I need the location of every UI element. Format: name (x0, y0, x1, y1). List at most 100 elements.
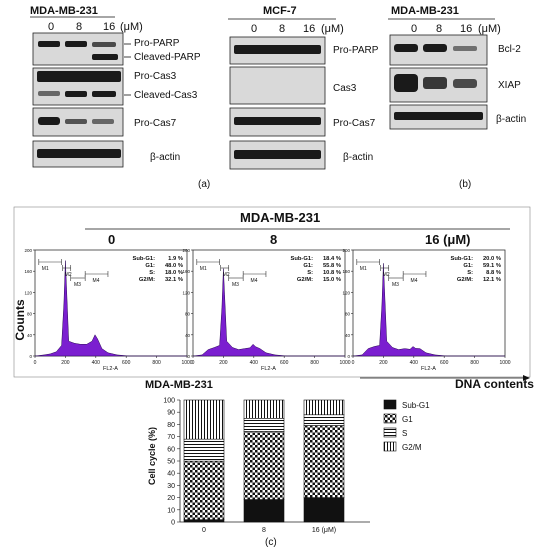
bar-segment-g1 (303, 425, 345, 498)
flow-y-tick: 40 (345, 333, 351, 338)
caption-a: (a) (198, 179, 210, 190)
label-pro-parp: Pro-PARP (134, 38, 180, 49)
flow-gate-label: M1 (360, 266, 367, 272)
flow-stat-value: 18.4 % (323, 256, 341, 262)
panel-a-unit: (μM) (120, 21, 143, 33)
flow-x-tick: 1000 (499, 360, 510, 366)
flow-stat-value: 20.0 % (483, 256, 501, 262)
flow-plot-frame (192, 249, 346, 357)
flow-x-label: DNA contents (455, 377, 534, 391)
flow-histogram-fill (34, 260, 187, 357)
flow-gate-label: M4 (251, 278, 258, 284)
flow-y-tick: 80 (345, 312, 351, 317)
bar-segment-g1 (183, 460, 225, 520)
flow-y-tick: 0 (29, 354, 32, 359)
panel-a: MDA-MB-231 0 8 16 (μM) Pro-PARP Cleaved-… (30, 5, 210, 190)
blot-mcf7-cas3 (229, 66, 326, 105)
bar-y-tick: 0 (171, 520, 175, 527)
panel-b-dose-8: 8 (436, 23, 442, 35)
panel-mcf7-title: MCF-7 (263, 5, 297, 17)
flow-fl-label: FL2-A (421, 366, 436, 372)
flow-gate-label: M3 (232, 282, 239, 288)
label-bcl2: Bcl-2 (498, 44, 521, 55)
bar-segment-g2-m (183, 399, 225, 440)
flow-stat-value: 18.0 % (165, 270, 183, 276)
flow-x-tick: 1000 (339, 360, 350, 366)
flow-y-tick: 120 (342, 290, 350, 295)
flow-stat-value: 12.1 % (483, 277, 501, 283)
flow-y-tick: 200 (24, 248, 32, 253)
flow-y-tick: 40 (185, 333, 191, 338)
panel-mcf7-dose-0: 0 (251, 23, 257, 35)
flow-stat-value: 32.1 % (165, 277, 183, 283)
flow-stat-label: Sub-G1: (290, 256, 313, 262)
flow-stat-label: G1: (463, 263, 473, 269)
bar-segment-s (183, 438, 225, 462)
bar-segment-sub-g1 (243, 499, 285, 523)
flow-y-tick: 0 (187, 354, 190, 359)
flow-gate-label: M3 (392, 282, 399, 288)
flow-gate-label: M2 (223, 272, 230, 278)
flow-x-tick: 200 (379, 360, 388, 366)
flow-x-tick: 0 (352, 360, 355, 366)
flow-plot-frame (352, 249, 506, 357)
flow-y-tick: 200 (182, 248, 190, 253)
flow-x-tick: 600 (122, 360, 131, 366)
flow-stat-label: G1: (303, 263, 313, 269)
flow-y-tick: 120 (182, 290, 190, 295)
flow-stat-value: 1.9 % (168, 256, 183, 262)
flow-gate-label: M1 (200, 266, 207, 272)
panel-b: MDA-MB-231 0 8 16 (μM) Bcl-2 XIAP β-acti… (388, 5, 526, 190)
flow-stat-label: G2/M: (297, 277, 313, 283)
panel-b-unit: (μM) (478, 23, 501, 35)
panel-mcf7-unit: (μM) (321, 23, 344, 35)
flow-plot-frame (34, 249, 188, 357)
flow-gate-label: M4 (93, 278, 100, 284)
legend-swatch (383, 413, 397, 424)
legend-label: G2/M (402, 443, 422, 452)
flow-x-tick: 0 (192, 360, 195, 366)
flow-stat-label: S: (307, 270, 313, 276)
flow-y-tick: 160 (24, 269, 32, 274)
flow-fl-label: FL2-A (103, 366, 118, 372)
label-mcf7-pro-parp: Pro-PARP (333, 45, 379, 56)
flow-gate-label: M2 (65, 272, 72, 278)
bar-segment-g1 (243, 431, 285, 500)
flow-stat-label: S: (149, 270, 155, 276)
flow-stat-label: G1: (145, 263, 155, 269)
label-actin-a: β-actin (150, 152, 180, 163)
bar-chart: 0 10 20 30 40 50 60 70 80 90 100 0 8 16 (μM) (163, 398, 370, 534)
bar-y-tick: 70 (167, 434, 175, 441)
flow-stat-value: 48.0 % (165, 263, 183, 269)
flow-y-tick: 160 (342, 269, 350, 274)
flow-x-tick: 0 (34, 360, 37, 366)
bar-y-tick: 90 (167, 410, 175, 417)
panel-b-title: MDA-MB-231 (391, 5, 459, 17)
legend-swatch (383, 427, 397, 438)
flow-stat-value: 8.8 % (486, 270, 501, 276)
flow-stat-label: S: (467, 270, 473, 276)
flow-title: MDA-MB-231 (240, 210, 320, 225)
flow-y-tick: 80 (185, 312, 191, 317)
flow-x-tick: 800 (310, 360, 319, 366)
flow-stat-label: Sub-G1: (132, 256, 155, 262)
panel-a-dose-16: 16 (103, 21, 115, 33)
panel-a-dose-8: 8 (76, 21, 82, 33)
panel-c-bar: Cell cycle (%) 0 10 20 30 40 50 60 70 80 90 100 0 8 1… (147, 398, 430, 549)
flow-fl-label: FL2-A (261, 366, 276, 372)
legend-swatch (383, 441, 397, 452)
bar-legend: Sub-G1 G1 S G2/M (383, 399, 430, 452)
panel-mcf7: MCF-7 0 8 16 (μM) Pro-PARP Cas3 Pro-Cas7… (228, 5, 379, 170)
blot-parp (32, 32, 124, 66)
panel-b-dose-16: 16 (460, 23, 472, 35)
panel-c-flow: MDA-MB-231 0 8 16 (μM) Counts DNA conten… (13, 206, 534, 391)
flow-x-tick: 400 (92, 360, 101, 366)
label-actin-b: β-actin (496, 114, 526, 125)
flow-stat-label: G2/M: (457, 277, 473, 283)
flow-x-tick: 200 (61, 360, 70, 366)
panel-mcf7-dose-16: 16 (303, 23, 315, 35)
flow-dose-8: 8 (270, 232, 277, 247)
flow-y-tick: 80 (27, 312, 33, 317)
